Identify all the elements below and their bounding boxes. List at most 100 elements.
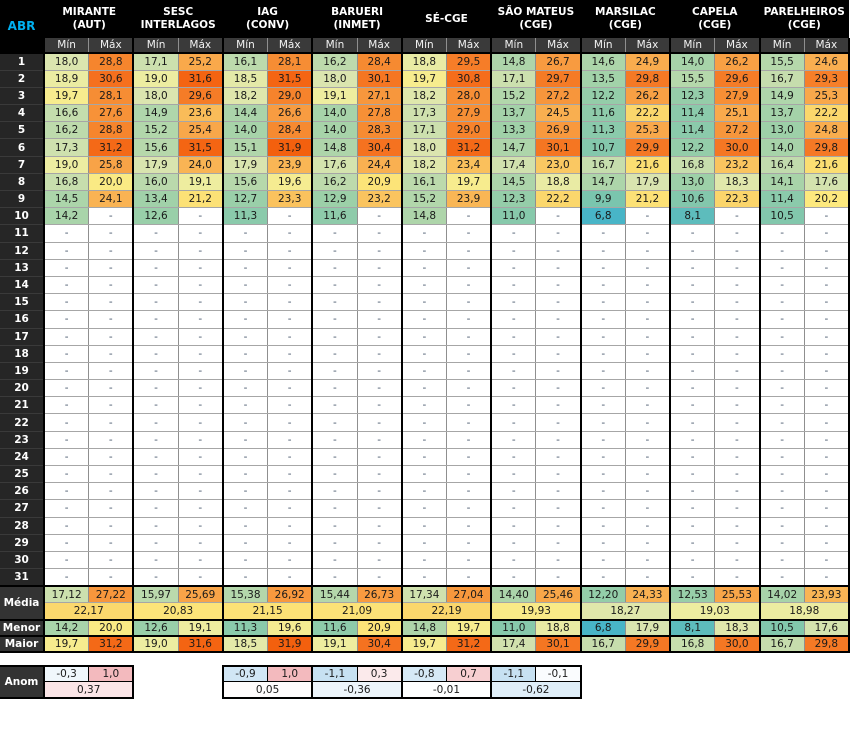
temp-cell-empty: - bbox=[221, 224, 268, 243]
temp-cell-empty: - bbox=[714, 207, 760, 226]
temp-cell: 14,7 bbox=[490, 138, 536, 157]
temp-cell-empty: - bbox=[356, 534, 402, 552]
temp-cell: 16,8 bbox=[669, 156, 715, 174]
temp-cell-empty: - bbox=[400, 328, 447, 346]
menor-cell: 19,1 bbox=[177, 619, 223, 637]
temp-cell-empty: - bbox=[490, 448, 536, 467]
minmax-header: Máx bbox=[88, 38, 134, 54]
temp-cell: 19,1 bbox=[311, 87, 358, 106]
day-label: 10 bbox=[0, 207, 45, 226]
temp-cell-empty: - bbox=[669, 499, 715, 518]
temp-cell: 16,1 bbox=[400, 173, 447, 192]
temp-cell: 8,1 bbox=[669, 207, 715, 226]
media-cell: 26,92 bbox=[267, 584, 313, 604]
temp-cell: 16,7 bbox=[579, 156, 626, 174]
temp-cell-empty: - bbox=[267, 465, 313, 484]
temp-cell: 19,1 bbox=[177, 173, 223, 192]
temp-cell: 27,6 bbox=[88, 104, 134, 123]
temp-cell-empty: - bbox=[579, 276, 626, 295]
temp-cell-empty: - bbox=[311, 224, 358, 243]
temp-cell-empty: - bbox=[758, 448, 805, 467]
temp-cell: 24,4 bbox=[356, 156, 402, 174]
media-cell: 12,20 bbox=[579, 584, 626, 604]
temp-cell-empty: - bbox=[311, 362, 358, 381]
day-label: 24 bbox=[0, 448, 45, 467]
temp-cell-empty: - bbox=[758, 499, 805, 518]
temp-cell: 17,9 bbox=[624, 173, 671, 192]
media-combined-cell: 22,17 bbox=[42, 602, 134, 621]
temp-cell: 23,2 bbox=[714, 156, 760, 174]
temp-cell-empty: - bbox=[714, 568, 760, 587]
temp-cell: 17,6 bbox=[803, 173, 850, 192]
temp-cell-empty: - bbox=[669, 534, 715, 552]
temp-cell: 29,7 bbox=[535, 70, 581, 88]
temp-cell-empty: - bbox=[758, 482, 805, 501]
temp-cell-empty: - bbox=[803, 465, 850, 484]
temp-cell-empty: - bbox=[579, 328, 626, 346]
menor-cell: 12,6 bbox=[132, 619, 179, 637]
temp-cell-empty: - bbox=[400, 482, 447, 501]
day-label: 2 bbox=[0, 70, 45, 88]
minmax-header: Mín bbox=[132, 38, 179, 54]
temp-cell: 13,0 bbox=[669, 173, 715, 192]
temp-cell: 11,3 bbox=[579, 121, 626, 140]
anom-min-cell: -1,1 bbox=[311, 664, 358, 683]
temp-cell: 19,0 bbox=[132, 70, 179, 88]
anom-empty bbox=[759, 681, 849, 698]
temp-cell-empty: - bbox=[445, 293, 492, 312]
anom-max-cell: -0,1 bbox=[535, 664, 582, 683]
temp-cell: 29,8 bbox=[803, 138, 850, 157]
temp-cell-empty: - bbox=[714, 276, 760, 295]
station-header: MARSILAC (CGE) bbox=[580, 0, 671, 38]
temp-cell-empty: - bbox=[356, 242, 402, 260]
temp-cell-empty: - bbox=[758, 224, 805, 243]
day-label: 23 bbox=[0, 431, 45, 449]
maior-cell: 31,2 bbox=[445, 635, 492, 653]
temp-cell-empty: - bbox=[400, 499, 447, 518]
temp-cell-empty: - bbox=[669, 310, 715, 329]
temp-cell-empty: - bbox=[43, 534, 89, 552]
temp-cell-empty: - bbox=[356, 207, 402, 226]
temp-cell-empty: - bbox=[88, 362, 134, 381]
temp-cell: 12,6 bbox=[132, 207, 179, 226]
temp-cell-empty: - bbox=[356, 517, 402, 535]
day-label: 7 bbox=[0, 156, 45, 174]
temp-cell-empty: - bbox=[267, 293, 313, 312]
temp-cell: 16,2 bbox=[311, 173, 358, 192]
temp-cell-empty: - bbox=[669, 551, 715, 570]
temp-cell-empty: - bbox=[445, 207, 492, 226]
temp-cell: 23,3 bbox=[267, 190, 313, 209]
temp-cell-empty: - bbox=[624, 551, 671, 570]
temp-cell-empty: - bbox=[714, 362, 760, 381]
temp-cell-empty: - bbox=[714, 345, 760, 363]
temp-cell-empty: - bbox=[132, 448, 179, 467]
temp-cell-empty: - bbox=[221, 482, 268, 501]
temp-cell-empty: - bbox=[445, 499, 492, 518]
temp-cell: 23,6 bbox=[177, 104, 223, 123]
menor-label: Menor bbox=[0, 618, 45, 637]
temp-cell-empty: - bbox=[624, 448, 671, 467]
temp-cell-empty: - bbox=[803, 224, 850, 243]
anom-empty bbox=[580, 665, 671, 682]
temp-cell-empty: - bbox=[400, 293, 447, 312]
temp-cell-empty: - bbox=[221, 276, 268, 295]
temp-cell-empty: - bbox=[714, 551, 760, 570]
station-header: SESC INTERLAGOS bbox=[133, 0, 223, 38]
temp-cell-empty: - bbox=[535, 224, 581, 243]
temp-cell: 26,2 bbox=[624, 87, 671, 106]
temp-cell-empty: - bbox=[43, 345, 89, 363]
temp-cell-empty: - bbox=[221, 379, 268, 398]
menor-cell: 10,5 bbox=[758, 619, 805, 637]
temp-cell-empty: - bbox=[356, 310, 402, 329]
temp-cell-empty: - bbox=[88, 482, 134, 501]
temp-cell: 14,0 bbox=[221, 121, 268, 140]
station-header: SÃO MATEUS (CGE) bbox=[491, 0, 581, 38]
temp-cell: 21,2 bbox=[624, 190, 671, 209]
station-header: IAG (CONV) bbox=[222, 0, 313, 38]
temp-cell-empty: - bbox=[535, 396, 581, 415]
temp-cell: 25,1 bbox=[714, 104, 760, 123]
temp-cell: 25,8 bbox=[88, 156, 134, 174]
temp-cell-empty: - bbox=[177, 465, 223, 484]
temp-cell: 14,4 bbox=[221, 104, 268, 123]
temp-cell: 17,3 bbox=[43, 138, 89, 157]
